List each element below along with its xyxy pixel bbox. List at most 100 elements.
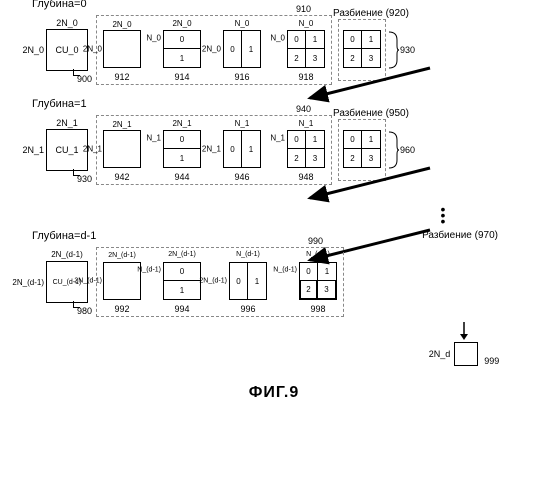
hstack: 0 1 N_1 2N_1 — [223, 130, 261, 168]
dt: 2N_1 — [104, 120, 140, 129]
dt: N_1 — [287, 119, 325, 128]
n: 3 — [313, 154, 317, 163]
n: 1 — [180, 286, 184, 295]
n: 3 — [369, 54, 373, 63]
half: 0 — [163, 30, 201, 49]
ref: 912 — [114, 72, 129, 82]
q-bold: 2 — [299, 281, 318, 300]
part-nx2n: 0 1 N_(d-1) 2N_(d-1) 996 — [229, 262, 267, 300]
bracket — [389, 126, 399, 174]
r: 2 3 — [287, 149, 325, 168]
split-box: Разбиение (920) 0 1 2 3 930 — [338, 19, 386, 81]
depth-row-d: Глубина=d-1 2N_(d-1) 2N_(d-1) CU_(d-1) 9… — [10, 242, 538, 322]
part-2nxn: 0 1 2N_1 N_1 944 — [163, 130, 201, 168]
dim-left: 2N_0 — [10, 45, 44, 55]
q: 0 — [287, 130, 306, 149]
half: 0 — [223, 30, 242, 68]
hstack: 0 1 N_0 2N_0 — [223, 30, 261, 68]
dim-left: 2N_1 — [10, 145, 44, 155]
part-nx2n: 0 1 N_0 2N_0 916 — [223, 30, 261, 68]
cu-group: 2N_1 2N_1 CU_1 930 — [10, 129, 88, 171]
ref: 996 — [240, 304, 255, 314]
r: 2 3 — [299, 281, 337, 300]
dim-top: 2N_(d-1) — [47, 250, 87, 259]
dl: N_1 — [139, 134, 161, 143]
depth-row-1: Глубина=1 2N_1 2N_1 CU_1 930 940 2N_1 2N… — [10, 110, 538, 190]
n: 0 — [230, 45, 234, 54]
q: 2 — [343, 149, 362, 168]
part-box: 2N_1 2N_1 — [103, 130, 141, 168]
ref: 916 — [234, 72, 249, 82]
ref: 944 — [174, 172, 189, 182]
n: 0 — [294, 135, 298, 144]
vertical-dots: ••• — [350, 206, 538, 224]
q: 3 — [306, 49, 325, 68]
dl: 2N_0 — [80, 45, 102, 54]
r: 2 3 — [343, 49, 381, 68]
q: 3 — [362, 149, 381, 168]
r: 0 1 — [287, 30, 325, 49]
ref: 918 — [298, 72, 313, 82]
partition-group: 910 2N_0 2N_0 912 0 1 2N_0 N_0 914 0 1 — [96, 15, 332, 85]
ref: 994 — [174, 304, 189, 314]
dt: 2N_(d-1) — [163, 251, 201, 258]
n: 1 — [249, 45, 253, 54]
n: 0 — [236, 277, 240, 286]
part-nxn: 0 1 2 3 N_(d-1) N_(d-1) 998 — [299, 262, 337, 300]
half: 0 — [223, 130, 242, 168]
dt: 2N_(d-1) — [104, 252, 140, 259]
n: 1 — [325, 267, 329, 276]
vstack: 0 1 2N_0 N_0 — [163, 30, 201, 68]
ref: 946 — [234, 172, 249, 182]
r: 0 1 — [343, 130, 381, 149]
half: 1 — [163, 149, 201, 168]
n: 2 — [294, 154, 298, 163]
r: 0 1 — [299, 262, 337, 281]
q: 1 — [362, 30, 381, 49]
half: 0 — [163, 130, 201, 149]
r: 0 1 — [287, 130, 325, 149]
cu-label: CU_1 — [55, 145, 78, 155]
bracket-svg — [389, 26, 399, 74]
bracket — [389, 26, 399, 74]
depth-row-0: Глубина=0 2N_0 2N_0 CU_0 900 910 2N_0 2N… — [10, 10, 538, 90]
dl: 2N_1 — [80, 145, 102, 154]
n: 1 — [313, 35, 317, 44]
split-label: Разбиение (950) — [333, 108, 409, 119]
q: 0 — [343, 30, 362, 49]
partition-group: 940 2N_1 2N_1 942 0 1 2N_1 N_1 944 0 1 N… — [96, 115, 332, 185]
q: 0 — [343, 130, 362, 149]
hstack: 0 1 N_(d-1) 2N_(d-1) — [229, 262, 267, 300]
q: 3 — [362, 49, 381, 68]
q: 1 — [306, 130, 325, 149]
n: 1 — [180, 54, 184, 63]
part-box: 2N_0 2N_0 — [103, 30, 141, 68]
bracket-ref: 960 — [400, 145, 415, 155]
partition-group: 990 2N_(d-1) 2N_(d-1) 992 0 1 2N_(d-1) N… — [96, 247, 344, 317]
n: 2 — [306, 285, 310, 294]
dt: 2N_0 — [163, 19, 201, 28]
dl: N_(d-1) — [129, 267, 161, 274]
part-nx2n: 0 1 N_1 2N_1 946 — [223, 130, 261, 168]
part-2nx2n: 2N_1 2N_1 942 — [103, 130, 141, 168]
grid: 0 1 2 3 — [343, 130, 381, 168]
part-nxn: 0 1 2 3 N_0 N_0 918 — [287, 30, 325, 68]
q: 0 — [287, 30, 306, 49]
part-nxn: 0 1 2 3 N_1 N_1 948 — [287, 130, 325, 168]
q: 2 — [287, 49, 306, 68]
q: 1 — [306, 30, 325, 49]
grid: 0 1 2 3 N_1 N_1 — [287, 130, 325, 168]
split-label-d: Разбиение (970) — [422, 230, 498, 241]
final-ref: 999 — [484, 356, 499, 366]
n: 0 — [180, 35, 184, 44]
depth-label: Глубина=0 — [32, 0, 87, 10]
dim-top: 2N_1 — [47, 118, 87, 128]
ref: 948 — [298, 172, 313, 182]
n: 3 — [313, 54, 317, 63]
dl: 2N_(d-1) — [191, 278, 227, 285]
vstack: 0 1 2N_1 N_1 — [163, 130, 201, 168]
grid: 0 1 2 3 — [343, 30, 381, 68]
cu-label: CU_0 — [55, 45, 78, 55]
grid: 0 1 2 3 N_(d-1) N_(d-1) — [299, 262, 337, 300]
n: 0 — [180, 135, 184, 144]
